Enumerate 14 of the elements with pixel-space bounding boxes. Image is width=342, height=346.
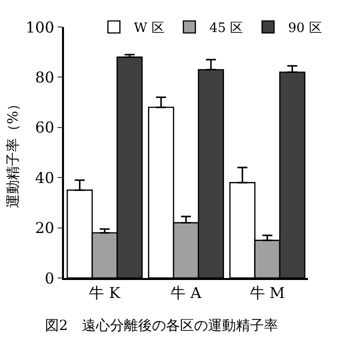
legend-label: 90 区 bbox=[288, 21, 322, 36]
x-tick-label: 牛 K bbox=[89, 284, 121, 302]
y-tick-label: 100 bbox=[26, 18, 54, 36]
x-tick-label: 牛 M bbox=[250, 284, 285, 302]
caption: 図2 遠心分離後の各区の運動精子率 bbox=[45, 318, 278, 334]
legend-label: W 区 bbox=[134, 21, 164, 36]
y-axis-title: 運動精子率（%） bbox=[6, 96, 22, 208]
x-tick-label: 牛 A bbox=[170, 284, 202, 302]
y-tick-label: 40 bbox=[35, 168, 54, 187]
y-tick-label: 80 bbox=[35, 68, 54, 86]
y-tick-label: 0 bbox=[44, 269, 54, 288]
y-tick-label: 20 bbox=[35, 219, 54, 238]
legend-label: 45 区 bbox=[209, 21, 244, 36]
y-tick-label: 60 bbox=[35, 118, 54, 137]
